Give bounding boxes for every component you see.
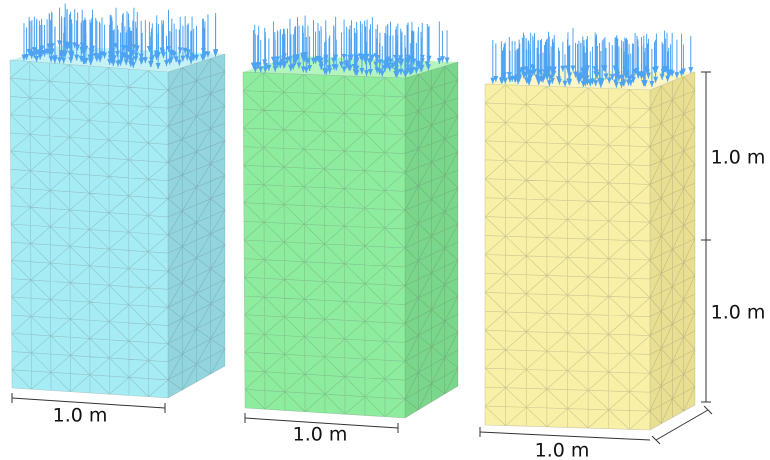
dimension-tick <box>704 406 712 414</box>
dimension-label: 1.0 m <box>535 440 590 460</box>
blocks <box>10 46 695 430</box>
dimension-label: 1.0 m <box>711 302 766 324</box>
dimension-label: 1.0 m <box>293 424 348 446</box>
dimension-tick <box>652 436 660 444</box>
diagram: 1.0 m 1.0 m 1.0 m 1.0 m 1.0 m <box>0 0 770 460</box>
dimension-label: 1.0 m <box>53 405 108 427</box>
dimension-label: 1.0 m <box>711 147 766 169</box>
